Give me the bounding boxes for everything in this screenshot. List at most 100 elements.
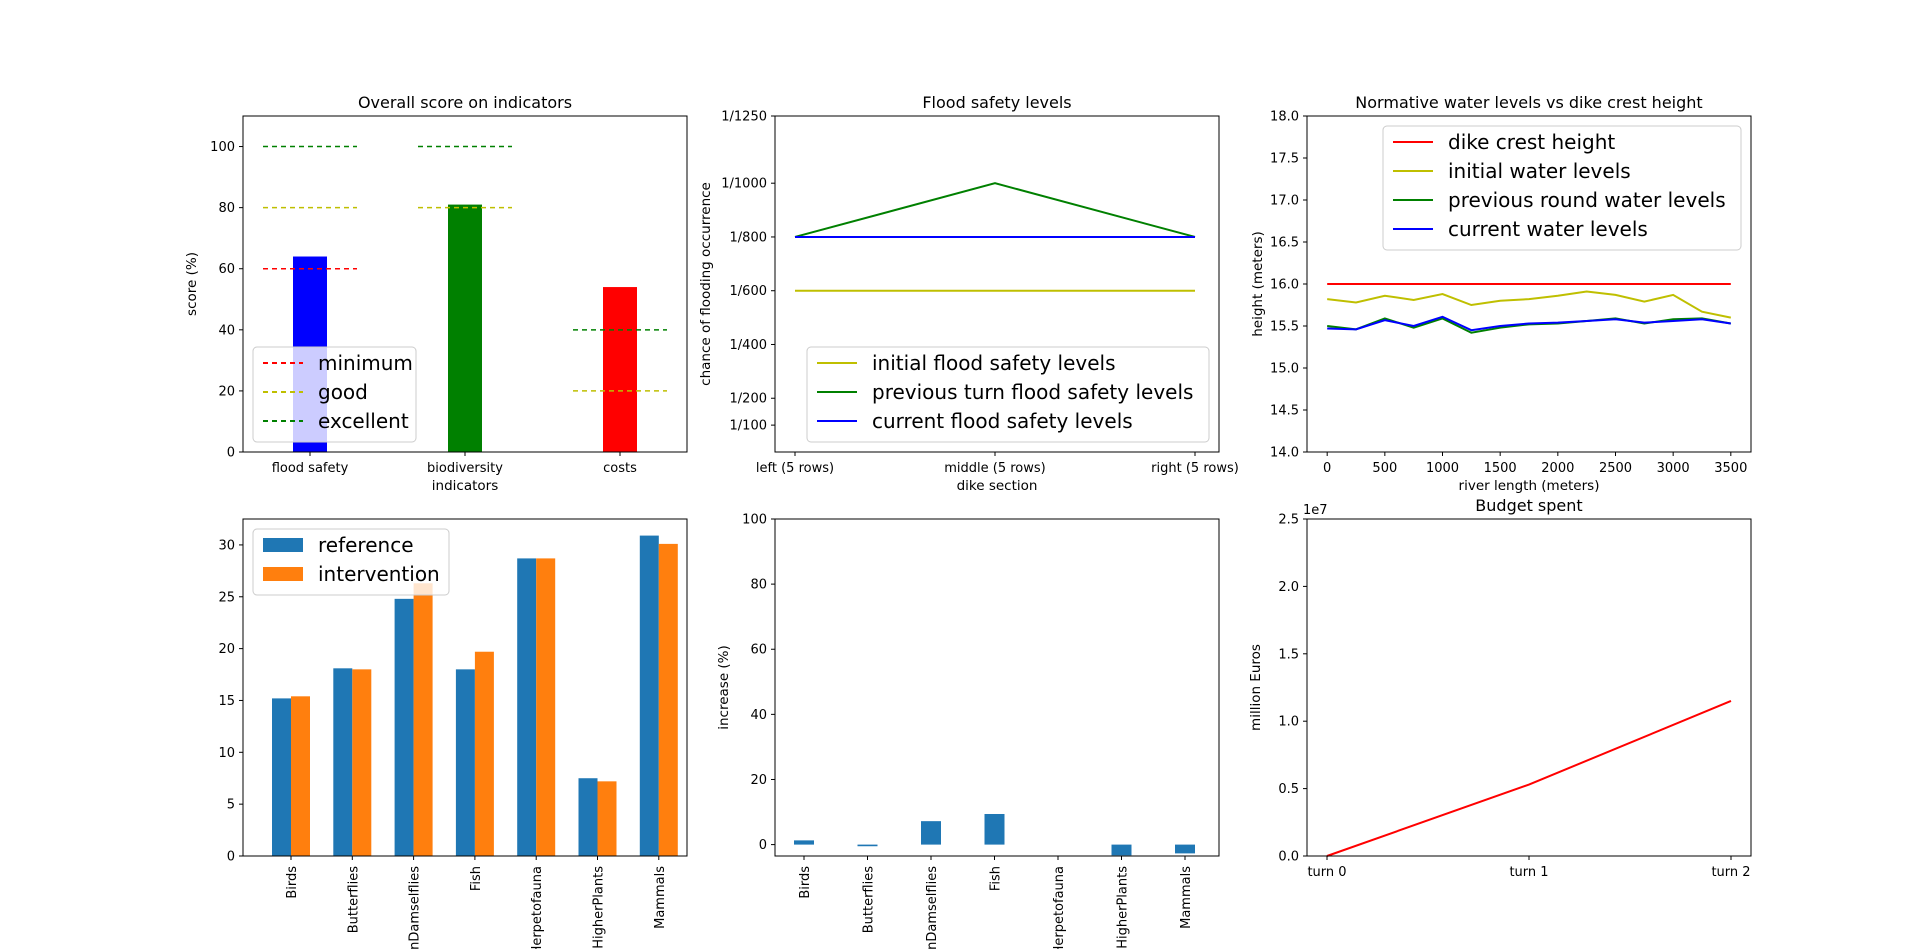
y-axis-label: increase (%) xyxy=(716,645,732,730)
chart-title: Budget spent xyxy=(1475,496,1582,515)
x-tick-label: left (5 rows) xyxy=(756,461,834,476)
y-tick-label: 0.5 xyxy=(1278,782,1299,797)
legend-entry: intervention xyxy=(318,562,440,586)
increase-bar xyxy=(1175,844,1195,854)
axes-frame xyxy=(774,518,1220,857)
legend-entry: minimum xyxy=(318,351,413,375)
y-tick-label: 14.0 xyxy=(1270,446,1299,461)
legend-entry: initial water levels xyxy=(1448,159,1631,183)
series-line xyxy=(794,182,1196,238)
x-tick-label: costs xyxy=(603,461,637,476)
x-tick-label: 3500 xyxy=(1714,461,1747,476)
series-line xyxy=(1327,315,1731,332)
legend-entry: good xyxy=(318,380,368,404)
x-axis-label: dike section xyxy=(957,478,1038,494)
budget-chart: 0.0 0.5 1.0 1.5 2.0 2.5 turn 0 turn 1 turn 2 1e7 m… xyxy=(1248,496,1752,880)
legend-entry: current water levels xyxy=(1448,217,1648,241)
y-tick-label: 1/100 xyxy=(730,419,767,434)
y-tick-label: 1.5 xyxy=(1278,647,1299,662)
y-tick-label: 5 xyxy=(227,798,235,813)
legend-swatch xyxy=(263,538,303,552)
axes-frame xyxy=(1306,518,1752,857)
intervention-bar xyxy=(597,781,617,856)
y-axis-label: height (meters) xyxy=(1250,231,1266,337)
y-axis-label: chance of flooding occurrence xyxy=(698,182,714,386)
x-tick-label: Birds xyxy=(798,866,813,899)
intervention-bar xyxy=(413,583,433,856)
x-tick-label: Butterflies xyxy=(346,866,361,933)
y-tick-label: 18.0 xyxy=(1270,110,1299,125)
y-tick-label: 1/200 xyxy=(730,392,767,407)
intervention-bar xyxy=(352,669,372,856)
chart-title: Flood safety levels xyxy=(922,93,1071,112)
y-tick-label: 40 xyxy=(218,323,235,338)
indicators-chart: 0 20 40 60 80 100 flood safety biodiversity cost… xyxy=(184,93,688,494)
y-tick-label: 0 xyxy=(227,850,235,865)
x-tick-label: Butterflies xyxy=(862,866,877,933)
y-tick-label: 25 xyxy=(218,590,235,605)
x-tick-label: 0 xyxy=(1323,461,1331,476)
y-tick-label: 1/400 xyxy=(730,338,767,353)
x-tick-label: Mammals xyxy=(1179,866,1194,929)
increase-bar xyxy=(984,813,1005,845)
x-tick-label: Herpetofauna xyxy=(1052,866,1067,949)
y-tick-label: 16.0 xyxy=(1270,278,1299,293)
y-tick-label: 40 xyxy=(750,708,767,723)
y-tick-label: 1/600 xyxy=(730,284,767,299)
y-tick-label: 100 xyxy=(210,140,235,155)
x-tick-label: Birds xyxy=(285,866,300,899)
intervention-bar xyxy=(291,696,310,856)
y-tick-label: 60 xyxy=(218,262,235,277)
y-tick-label: 0.0 xyxy=(1278,850,1299,865)
reference-bar xyxy=(639,535,659,856)
increase-chart: 0 20 40 60 80 100 Birds Butterflies DragonDamsel… xyxy=(716,513,1220,949)
y-tick-label: 16.5 xyxy=(1270,236,1299,251)
y-tick-label: 0 xyxy=(227,446,235,461)
y-tick-label: 100 xyxy=(742,513,767,528)
y-tick-label: 17.5 xyxy=(1270,152,1299,167)
species-chart: 0 5 10 15 20 25 30 Birds Butterflies DragonDamsel… xyxy=(218,518,688,949)
x-tick-label: DragonDamselflies xyxy=(408,866,423,949)
legend-entry: previous turn flood safety levels xyxy=(872,380,1193,404)
legend-swatch xyxy=(263,567,303,581)
increase-bar xyxy=(921,821,941,845)
x-axis-label: indicators xyxy=(432,478,498,494)
x-axis-label: river length (meters) xyxy=(1459,478,1600,494)
y-tick-label: 80 xyxy=(218,201,235,216)
legend-entry: excellent xyxy=(318,409,409,433)
x-tick-label: Fish xyxy=(469,866,484,891)
intervention-bar xyxy=(474,651,494,856)
x-tick-label: 2500 xyxy=(1599,461,1632,476)
y-tick-label: 30 xyxy=(218,538,235,553)
legend-box xyxy=(806,346,1210,443)
x-tick-label: 2000 xyxy=(1541,461,1574,476)
increase-bar xyxy=(1111,844,1132,856)
axes-frame xyxy=(242,518,688,857)
y-tick-label: 15.0 xyxy=(1270,362,1299,377)
y-tick-label: 17.0 xyxy=(1270,194,1299,209)
increase-bar xyxy=(857,844,878,847)
x-tick-label: turn 2 xyxy=(1711,865,1750,880)
x-tick-label: Mammals xyxy=(653,866,668,929)
x-tick-label: middle (5 rows) xyxy=(944,461,1046,476)
legend-entry: dike crest height xyxy=(1448,130,1615,154)
bar-biodiversity xyxy=(448,204,482,452)
water-levels-chart: 14.0 14.5 15.0 15.5 16.0 16.5 17.0 17.5 18.0 0 500… xyxy=(1250,93,1752,494)
y-tick-label: 1/1000 xyxy=(721,177,767,192)
x-tick-label: turn 1 xyxy=(1509,865,1548,880)
budget-line xyxy=(1326,700,1732,857)
reference-bar xyxy=(333,668,353,856)
x-tick-label: DragonDamselflies xyxy=(925,866,940,949)
reference-bar xyxy=(272,698,291,856)
y-tick-label: 1.0 xyxy=(1278,715,1299,730)
y-tick-label: 14.5 xyxy=(1270,404,1299,419)
y-axis-label: million Euros xyxy=(1248,644,1264,731)
legend-entry: reference xyxy=(318,533,414,557)
chart-title: Overall score on indicators xyxy=(358,93,572,112)
y-tick-label: 10 xyxy=(218,746,235,761)
x-tick-label: Herpetofauna xyxy=(530,866,545,949)
x-tick-label: 1000 xyxy=(1426,461,1459,476)
legend-box xyxy=(252,346,417,443)
reference-bar xyxy=(517,558,537,856)
